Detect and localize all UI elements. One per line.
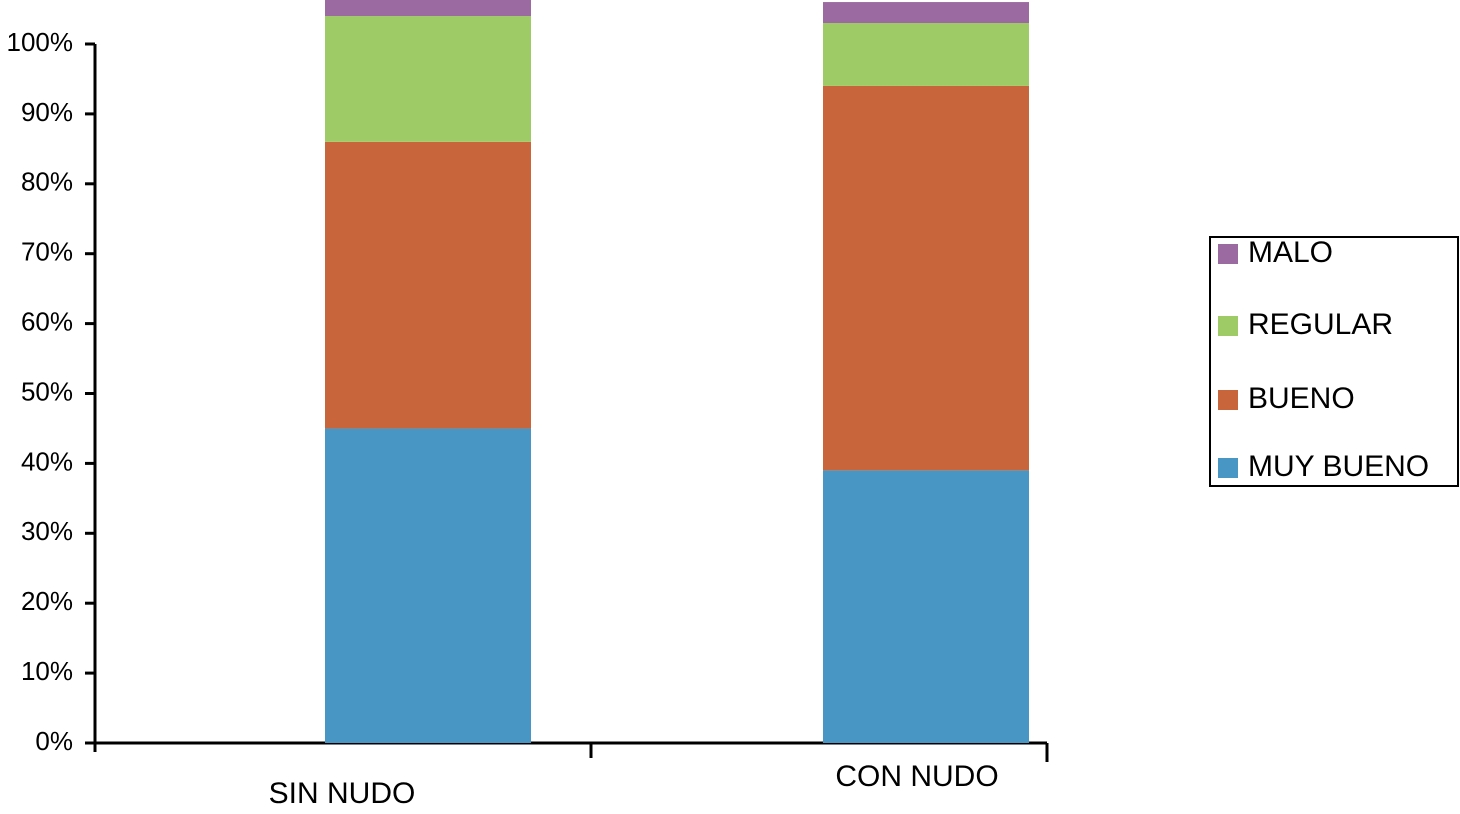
y-tick-label: 20%	[21, 586, 73, 616]
bar-segment	[823, 85, 1029, 471]
bar-segment	[325, 428, 531, 743]
bar-segment	[325, 16, 531, 142]
legend-label: BUENO	[1248, 382, 1355, 415]
y-tick-label: 40%	[21, 446, 73, 476]
legend-box	[1209, 236, 1459, 487]
bar-segment	[823, 470, 1029, 743]
y-tick-label: 70%	[21, 237, 73, 267]
legend-label: REGULAR	[1248, 308, 1393, 341]
legend-swatch	[1218, 390, 1238, 410]
y-tick-label: 0%	[35, 726, 73, 756]
y-tick-label: 30%	[21, 516, 73, 546]
y-tick-label: 50%	[21, 376, 73, 406]
x-tick-label: CON NUDO	[835, 760, 998, 793]
bar-segment	[823, 23, 1029, 86]
y-tick-label: 80%	[21, 167, 73, 197]
x-tick-label: SIN NUDO	[269, 777, 416, 810]
legend-swatch	[1218, 316, 1238, 336]
legend-label: MUY BUENO	[1248, 450, 1429, 483]
legend-swatch	[1218, 458, 1238, 478]
y-tick-label: 60%	[21, 306, 73, 336]
legend-label: MALO	[1248, 236, 1333, 269]
bar-segment	[325, 141, 531, 429]
y-tick-label: 10%	[21, 656, 73, 686]
y-tick-label: 100%	[7, 27, 74, 57]
bar-segment	[325, 0, 531, 17]
legend-swatch	[1218, 244, 1238, 264]
bar-segment	[823, 2, 1029, 24]
y-tick-label: 90%	[21, 97, 73, 127]
